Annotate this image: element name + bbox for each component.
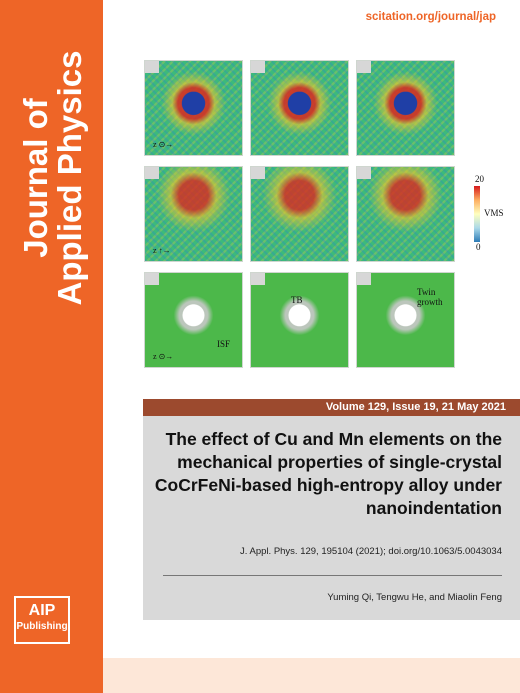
- figure-panel-r2c2: [250, 166, 349, 262]
- figure-panel-r1c3: [356, 60, 455, 156]
- journal-title: Journal of Applied Physics: [17, 50, 88, 306]
- article-citation: J. Appl. Phys. 129, 195104 (2021); doi.o…: [240, 546, 502, 557]
- aip-logo-text: AIP: [28, 602, 56, 619]
- figure-panel-r3c3: Twin growth: [356, 272, 455, 368]
- figure-panel-r3c2: TB: [250, 272, 349, 368]
- axis-indicator: z ⊙→: [153, 140, 174, 149]
- panel-corner-box: [251, 61, 265, 73]
- panel-corner-box: [145, 273, 159, 285]
- figure-panel-r1c2: [250, 60, 349, 156]
- vms-colorbar: 20 VMS 0: [474, 174, 516, 252]
- panel-corner-box: [251, 167, 265, 179]
- article-info-box: The effect of Cu and Mn elements on the …: [143, 416, 520, 620]
- cover-figure: z ⊙→ z ↑→ 20 VMS 0 ISF z ⊙→ TB Twin grow…: [144, 60, 516, 378]
- panel-corner-box: [145, 61, 159, 73]
- aip-publishing-logo: AIP Publishing: [14, 596, 70, 644]
- bottom-band: [103, 658, 520, 693]
- journal-spine: Journal of Applied Physics AIP Publishin…: [0, 0, 103, 693]
- journal-title-line1: Journal of: [17, 98, 54, 258]
- volume-issue-bar: Volume 129, Issue 19, 21 May 2021: [143, 399, 520, 416]
- panel-corner-box: [357, 273, 371, 285]
- journal-title-line2: Applied Physics: [51, 50, 88, 306]
- axis-indicator: z ↑→: [153, 246, 171, 255]
- panel-corner-box: [145, 167, 159, 179]
- journal-url: scitation.org/journal/jap: [365, 11, 496, 23]
- article-authors: Yuming Qi, Tengwu He, and Miaolin Feng: [327, 592, 502, 603]
- figure-panel-r1c1: z ⊙→: [144, 60, 243, 156]
- figure-panel-r3c1: ISF z ⊙→: [144, 272, 243, 368]
- colorbar-title: VMS: [484, 208, 504, 218]
- tb-label: TB: [291, 295, 303, 305]
- twin-growth-label: Twin growth: [417, 287, 443, 307]
- panel-corner-box: [357, 61, 371, 73]
- axis-indicator: z ⊙→: [153, 352, 174, 361]
- isf-label: ISF: [217, 339, 231, 349]
- figure-panel-r2c3: [356, 166, 455, 262]
- colorbar-min-label: 0: [476, 242, 481, 252]
- panel-corner-box: [251, 273, 265, 285]
- publishing-logo-text: Publishing: [16, 621, 68, 632]
- info-divider: [163, 575, 502, 576]
- figure-panel-r2c1: z ↑→: [144, 166, 243, 262]
- panel-corner-box: [357, 167, 371, 179]
- article-title: The effect of Cu and Mn elements on the …: [154, 429, 502, 518]
- colorbar-gradient: [474, 186, 480, 242]
- colorbar-max-label: 20: [475, 174, 484, 184]
